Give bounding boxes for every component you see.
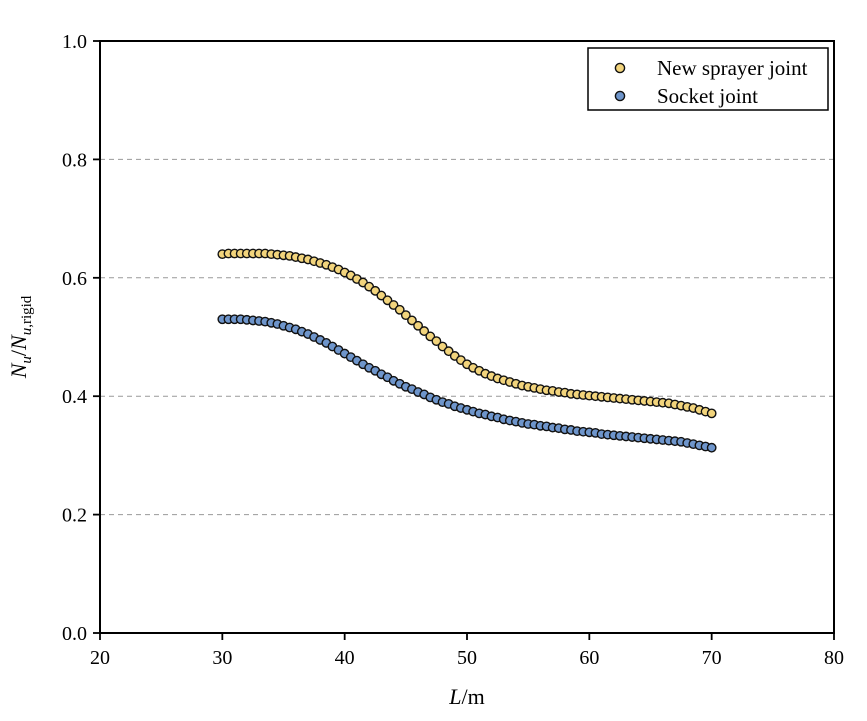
y-tick-label: 0.4 [62,386,87,408]
data-point [413,320,423,331]
legend-marker-socket-joint [614,90,626,102]
y-tick-label: 1.0 [62,31,87,53]
legend-label-new-sprayer-joint: New sprayer joint [657,56,808,80]
legend-box [587,47,829,111]
plot-border [99,40,835,634]
x-axis-title-text: L/m [448,684,484,709]
gridlines [100,158,834,516]
series-new-sprayer-joint [217,248,717,419]
data-point [706,442,717,453]
x-tick-label: 30 [212,647,232,669]
legend-label-socket-joint: Socket joint [657,84,758,108]
x-axis-title: L/m [448,684,484,709]
data-point [706,408,717,419]
y-tick-label: 0.2 [62,505,87,527]
data-point [431,336,442,347]
x-tick-label: 40 [335,647,355,669]
x-tick-label: 80 [824,647,844,669]
legend: New sprayer joint Socket joint [587,47,829,111]
series-socket-joint [217,314,717,453]
plot-border-rect [99,40,835,634]
y-tick-label: 0.0 [62,623,87,645]
x-tick-label: 20 [90,647,110,669]
data-point [400,310,411,320]
x-tick-label: 50 [457,647,477,669]
y-tick-label: 0.6 [62,268,87,290]
y-tick-label: 0.8 [62,149,87,171]
x-axis: 20 30 40 50 60 70 80 [90,633,844,669]
y-axis-title: Nu/Nu,rigid [6,295,35,379]
data-point [419,326,430,336]
y-axis-title-text: Nu/Nu,rigid [6,295,35,379]
data-point [407,315,417,326]
x-tick-label: 70 [702,647,722,669]
x-tick-label: 60 [579,647,599,669]
data-point [394,304,405,315]
y-axis: 0.0 0.2 0.4 0.6 0.8 1.0 [62,31,100,645]
legend-marker-new-sprayer-joint [614,62,626,74]
